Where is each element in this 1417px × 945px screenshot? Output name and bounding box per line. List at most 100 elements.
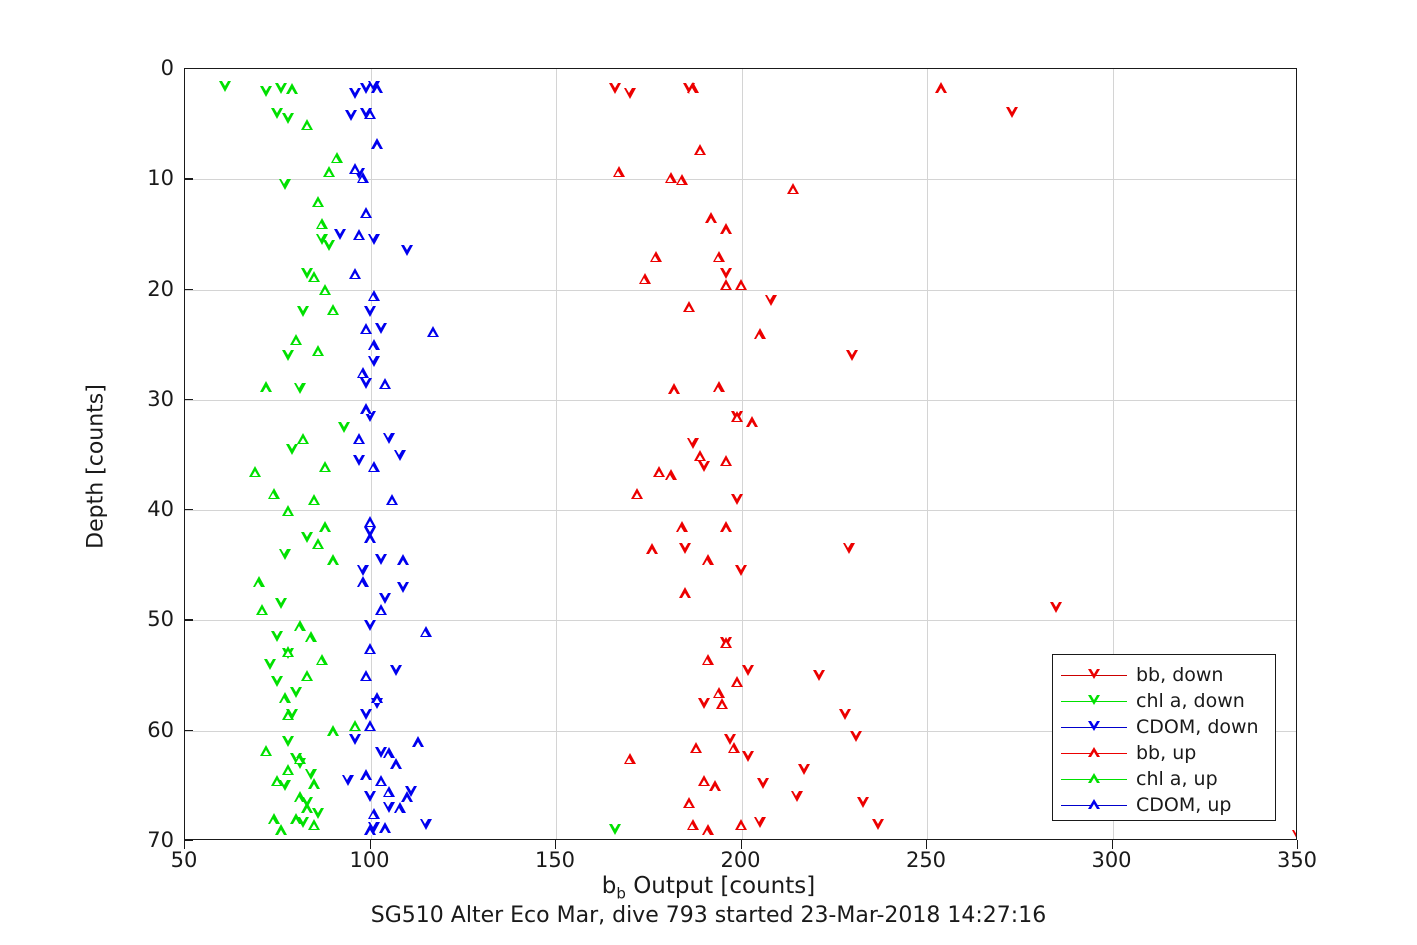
data-point <box>282 736 295 748</box>
legend-item[interactable]: CDOM, up <box>1053 792 1275 818</box>
data-point <box>401 245 414 257</box>
data-point <box>286 443 299 455</box>
marker-inner <box>689 87 696 93</box>
data-point <box>364 526 376 538</box>
marker-inner <box>351 272 358 278</box>
y-tick <box>184 288 193 290</box>
data-point <box>712 381 725 393</box>
data-point <box>679 543 692 555</box>
data-point <box>349 719 362 731</box>
data-point <box>323 166 336 178</box>
y-axis-title: Depth [counts] <box>83 384 109 549</box>
data-point <box>278 780 291 792</box>
data-point <box>364 719 376 731</box>
marker-inner <box>733 493 740 499</box>
data-point <box>282 763 295 775</box>
marker-inner <box>377 609 384 615</box>
marker-inner <box>303 532 310 538</box>
marker-inner <box>273 780 280 786</box>
data-point <box>664 469 677 481</box>
legend-item[interactable]: CDOM, down <box>1053 714 1275 740</box>
data-point <box>419 818 432 830</box>
marker-inner <box>722 267 729 273</box>
data-point <box>1005 106 1018 118</box>
data-point <box>349 162 362 174</box>
x-tick-label: 150 <box>534 848 576 872</box>
marker-inner <box>689 824 696 830</box>
data-point <box>308 493 321 505</box>
gridline-vertical <box>370 69 372 839</box>
legend-label: bb, down <box>1136 664 1224 686</box>
data-point <box>341 774 354 786</box>
marker-inner <box>314 350 321 356</box>
data-point <box>935 82 948 94</box>
marker-inner <box>815 670 822 676</box>
marker-inner <box>722 526 729 532</box>
marker-inner <box>351 725 358 731</box>
data-point <box>252 576 265 588</box>
marker-inner <box>325 239 332 245</box>
data-point <box>271 631 284 643</box>
legend-label: chl a, up <box>1136 768 1218 790</box>
marker-inner <box>730 747 737 753</box>
y-tick <box>184 729 193 731</box>
data-point <box>219 81 232 93</box>
marker-inner <box>656 471 663 477</box>
data-point <box>742 750 755 762</box>
marker-inner <box>307 636 314 642</box>
marker-inner <box>696 149 703 155</box>
x-tick <box>926 840 928 849</box>
y-tick <box>184 509 193 511</box>
data-point <box>378 377 391 389</box>
legend-item[interactable]: chl a, down <box>1053 688 1275 714</box>
data-point <box>274 83 287 95</box>
data-point <box>297 432 310 444</box>
marker-inner <box>366 306 373 312</box>
marker-inner <box>678 526 685 532</box>
data-point <box>694 449 707 461</box>
data-point <box>364 532 376 544</box>
legend-item[interactable]: chl a, up <box>1053 766 1275 792</box>
gridline-horizontal <box>185 730 1296 732</box>
marker-inner <box>333 157 340 163</box>
x-tick-label: 200 <box>720 848 761 872</box>
marker-inner <box>407 785 414 791</box>
marker-inner <box>841 708 848 714</box>
marker-inner <box>422 818 429 824</box>
marker-inner <box>370 355 377 361</box>
x-tick-label: 100 <box>349 848 390 872</box>
data-point <box>360 708 373 720</box>
data-point <box>267 488 280 500</box>
marker-inner <box>322 526 329 532</box>
marker-inner <box>285 651 292 657</box>
legend-sample <box>1061 798 1127 812</box>
data-point <box>364 306 376 318</box>
data-point <box>367 234 380 246</box>
marker-inner <box>285 113 292 119</box>
marker-inner <box>733 680 740 686</box>
data-point <box>360 769 373 781</box>
marker-inner <box>255 581 262 587</box>
data-point <box>308 818 321 830</box>
marker-inner <box>626 87 633 93</box>
data-point <box>367 355 380 367</box>
data-point <box>338 421 351 433</box>
data-point <box>278 179 291 191</box>
data-point <box>278 692 291 704</box>
marker-inner <box>852 730 859 736</box>
marker-inner <box>362 377 369 383</box>
marker-inner <box>682 592 689 598</box>
legend-marker-up-icon <box>1088 747 1100 757</box>
x-tick <box>1297 840 1299 849</box>
data-point <box>293 752 306 764</box>
data-point <box>315 234 328 246</box>
marker-inner <box>285 350 292 356</box>
legend-item[interactable]: bb, up <box>1053 740 1275 766</box>
data-point <box>319 284 332 296</box>
marker-inner <box>222 81 228 87</box>
marker-inner <box>737 824 744 830</box>
legend-marker-inner <box>1091 804 1097 809</box>
data-point <box>720 636 733 648</box>
legend-item[interactable]: bb, down <box>1053 662 1275 688</box>
x-axis-title: bb Output [counts] <box>0 873 1417 903</box>
